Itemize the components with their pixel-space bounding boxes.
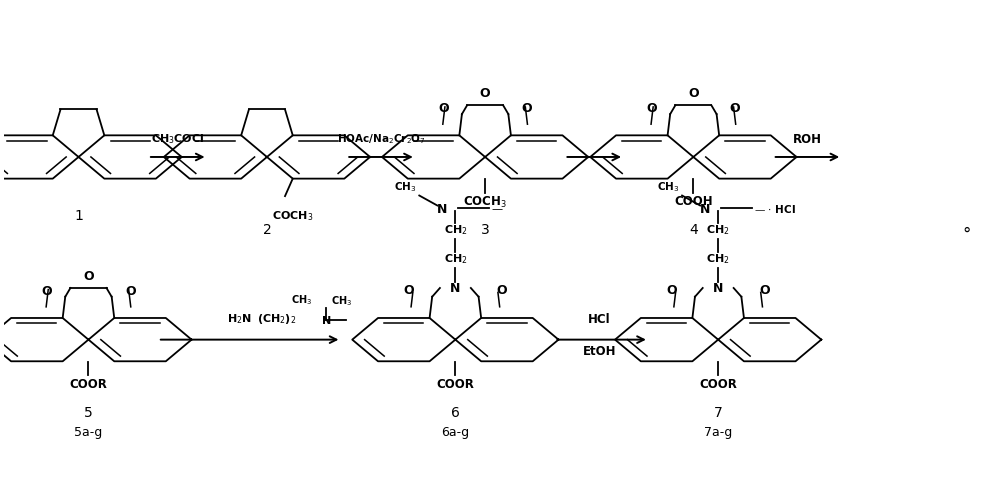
Text: O: O — [688, 87, 699, 100]
Text: COCH$_3$: COCH$_3$ — [272, 209, 313, 223]
Text: COOR: COOR — [70, 377, 107, 390]
Text: HOAc/Na$_2$Cr$_2$O$_7$: HOAc/Na$_2$Cr$_2$O$_7$ — [337, 132, 425, 145]
Text: — $\cdot$ HCl: — $\cdot$ HCl — [754, 203, 796, 215]
Text: 7a-g: 7a-g — [704, 425, 732, 438]
Text: O: O — [522, 102, 532, 115]
Text: COOR: COOR — [699, 377, 737, 390]
Text: H$_2$N: H$_2$N — [227, 312, 252, 325]
Text: °: ° — [962, 225, 970, 244]
Text: COOR: COOR — [436, 377, 474, 390]
Text: CH$_2$: CH$_2$ — [444, 252, 467, 265]
Text: CH$_3$: CH$_3$ — [657, 180, 679, 194]
Text: O: O — [404, 283, 414, 296]
Text: 3: 3 — [481, 223, 490, 237]
Text: O: O — [438, 102, 449, 115]
Text: CH$_2$: CH$_2$ — [706, 223, 730, 237]
Text: 1: 1 — [74, 209, 83, 223]
Text: O: O — [496, 283, 507, 296]
Text: 2: 2 — [263, 223, 271, 237]
Text: COCH$_3$: COCH$_3$ — [463, 195, 507, 210]
Text: O: O — [730, 102, 740, 115]
Text: EtOH: EtOH — [582, 345, 616, 358]
Text: 5: 5 — [84, 405, 93, 419]
Text: N: N — [437, 202, 448, 215]
Text: 5a-g: 5a-g — [74, 425, 103, 438]
Text: O: O — [646, 102, 657, 115]
Text: CH$_3$: CH$_3$ — [394, 180, 417, 194]
Text: 6a-g: 6a-g — [441, 425, 469, 438]
Text: 6: 6 — [451, 405, 460, 419]
Text: CH$_3$: CH$_3$ — [331, 294, 353, 307]
Text: 4: 4 — [689, 223, 698, 237]
Text: CH$_3$COCl: CH$_3$COCl — [151, 132, 204, 145]
Text: N: N — [322, 316, 331, 325]
Text: ROH: ROH — [793, 133, 822, 145]
Text: HCl: HCl — [588, 313, 610, 325]
Text: O: O — [125, 285, 136, 297]
Text: N: N — [713, 282, 723, 295]
Text: O: O — [759, 283, 770, 296]
Text: COOH: COOH — [674, 195, 713, 207]
Text: CH$_3$: CH$_3$ — [291, 293, 312, 306]
Text: —: — — [491, 203, 503, 214]
Text: O: O — [83, 269, 94, 282]
Text: N: N — [700, 202, 710, 215]
Text: N: N — [450, 282, 461, 295]
Text: O: O — [41, 285, 52, 297]
Text: O: O — [480, 87, 490, 100]
Text: (CH$_2$)$_2$: (CH$_2$)$_2$ — [257, 311, 296, 325]
Text: 7: 7 — [714, 405, 723, 419]
Text: CH$_2$: CH$_2$ — [706, 252, 730, 265]
Text: O: O — [666, 283, 677, 296]
Text: CH$_2$: CH$_2$ — [444, 223, 467, 237]
